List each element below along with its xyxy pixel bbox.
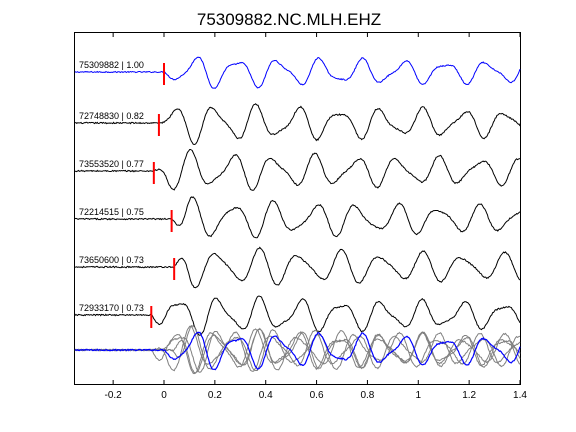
trace-labels: 75309882 | 1.00 72748830 | 0.82 73553520 |…	[79, 60, 144, 313]
trace-label: 73553520 | 0.77	[79, 159, 144, 169]
x-axis-ticks: -0.2 0 0.2 0.4 0.6 0.8 1 1.2 1.4	[105, 33, 527, 401]
x-tick-label: 1.2	[462, 390, 476, 401]
waveform-line	[74, 149, 521, 191]
trace-label: 72748830 | 0.82	[79, 111, 144, 121]
x-tick-label: 1.4	[513, 390, 527, 401]
waveform-traces	[74, 56, 521, 336]
trace-label: 72933170 | 0.73	[79, 303, 144, 313]
waveform-line	[74, 196, 521, 239]
plot-area	[74, 32, 521, 385]
chart-title: 75309882.NC.MLH.EHZ	[197, 10, 381, 29]
waveform-line	[74, 295, 521, 336]
trace-label: 75309882 | 1.00	[79, 60, 144, 70]
waveform-line	[75, 246, 521, 289]
x-tick-label: 0	[161, 390, 167, 401]
overlay-stack	[74, 324, 521, 375]
waveform-line	[74, 103, 521, 146]
pick-markers	[150, 63, 176, 328]
trace-label: 72214515 | 0.75	[79, 207, 144, 217]
x-tick-label: 0.6	[310, 390, 324, 401]
overlay-reference-waveform	[74, 331, 521, 371]
x-tick-label: 1	[416, 390, 422, 401]
waveform-line	[74, 56, 521, 89]
x-tick-label: 0.8	[360, 390, 374, 401]
overlay-waveform	[74, 328, 521, 373]
x-tick-label: -0.2	[105, 390, 123, 401]
x-tick-label: 0.2	[208, 390, 222, 401]
x-tick-label: 0.4	[259, 390, 273, 401]
trace-label: 73650600 | 0.73	[79, 255, 144, 265]
